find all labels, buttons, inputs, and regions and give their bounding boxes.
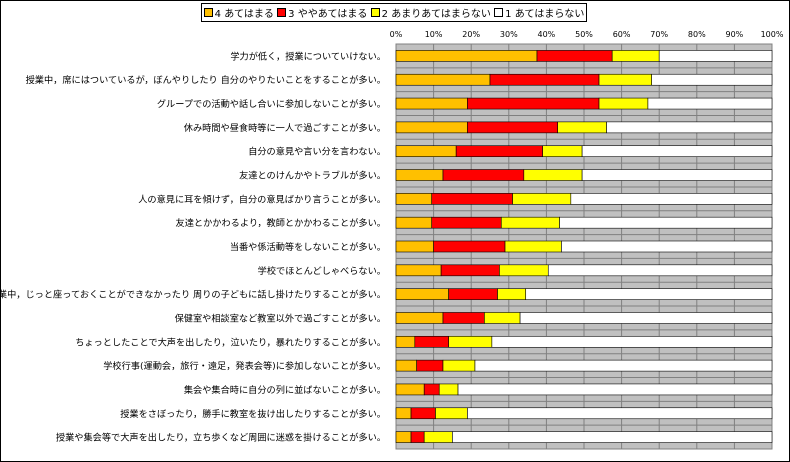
legend-label-4: 4 あてはまる [214,9,274,20]
legend-item-1: 1 あてはまらない [494,5,584,20]
legend-swatch-4 [203,8,213,17]
legend-label-1: 1 あてはまらない [505,9,585,20]
legend-label-3: 3 ややあてはまる [288,9,368,20]
legend-item-2: 2 あまりあてはまらない [370,5,491,20]
legend-label-2: 2 あまりあてはまらない [381,9,491,20]
legend-swatch-1 [494,8,504,17]
legend-swatch-3 [277,8,287,17]
legend-item-3: 3 ややあてはまる [277,5,367,20]
legend-item-4: 4 あてはまる [203,5,274,20]
chart-legend: 4 あてはまる 3 ややあてはまる 2 あまりあてはまらない 1 あてはまらない [201,3,587,22]
legend-swatch-2 [370,8,380,17]
